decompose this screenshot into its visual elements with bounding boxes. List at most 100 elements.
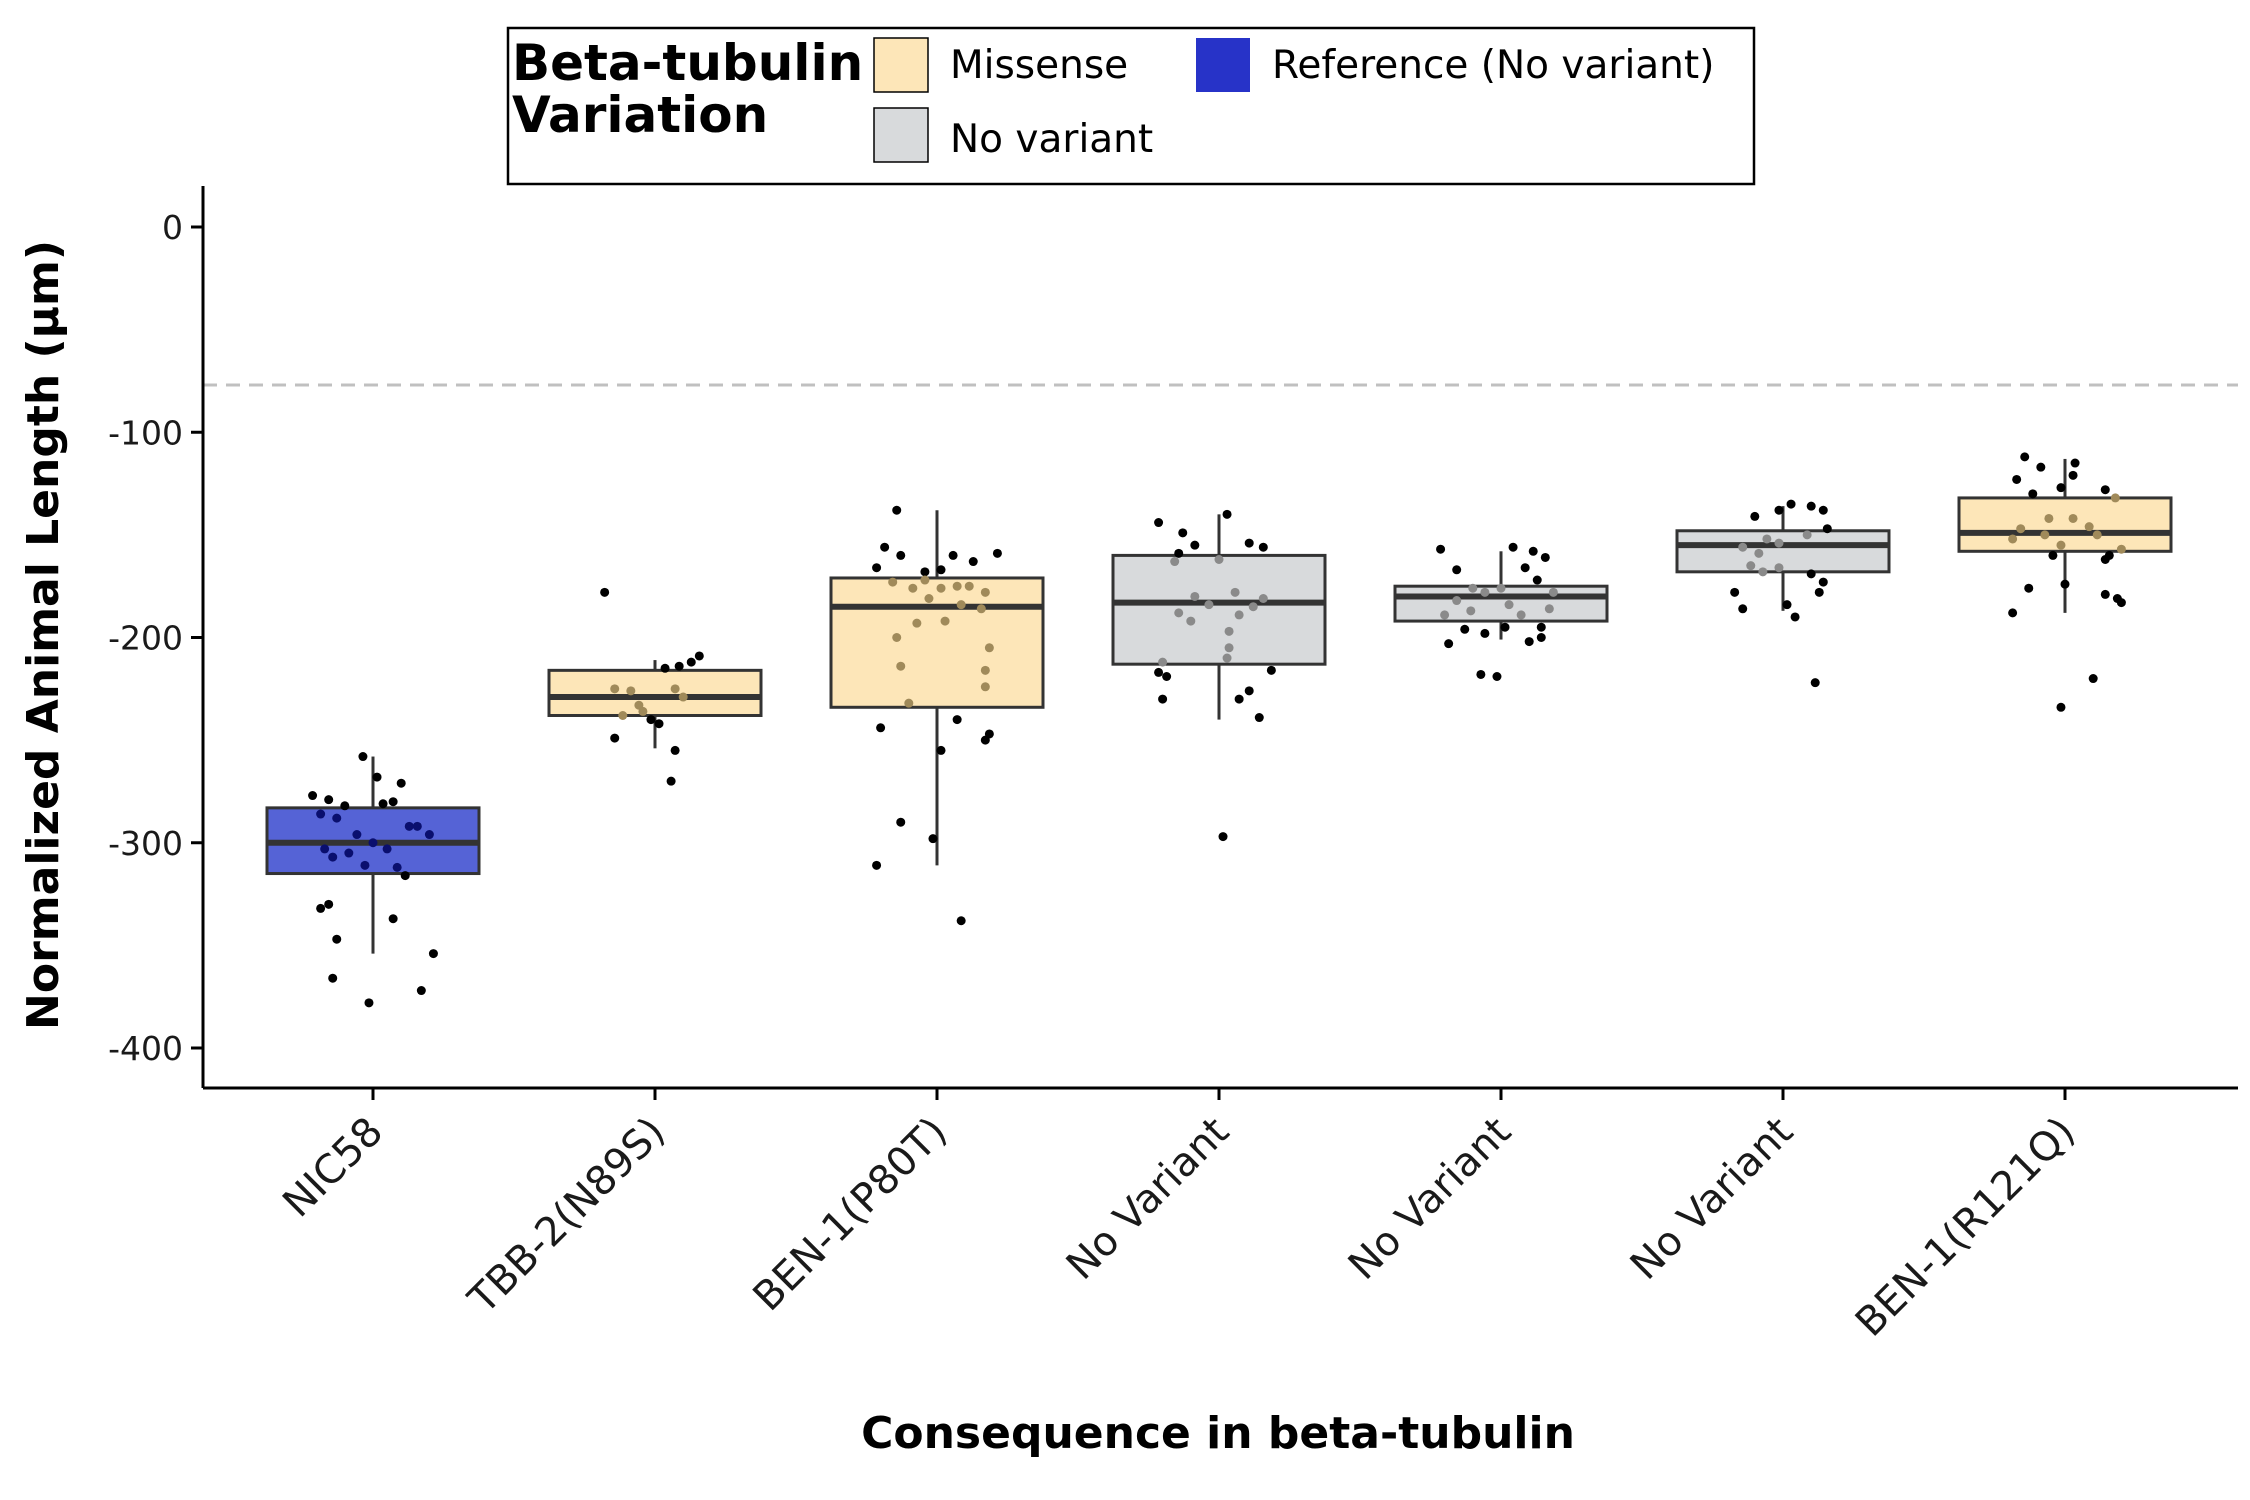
- data-point: [968, 557, 978, 567]
- data-point: [1536, 622, 1546, 632]
- data-point: [2088, 674, 2098, 684]
- data-point: [388, 914, 398, 924]
- data-point: [600, 587, 610, 597]
- data-point: [392, 862, 402, 872]
- data-point: [1544, 604, 1554, 614]
- data-point: [952, 581, 962, 591]
- data-point: [324, 795, 334, 805]
- legend-key-missense: [873, 37, 929, 93]
- data-point: [896, 661, 906, 671]
- data-point: [1244, 538, 1254, 548]
- data-point: [678, 692, 688, 702]
- data-point: [896, 550, 906, 560]
- y-tick-label: -400: [108, 1029, 183, 1068]
- data-point: [2100, 589, 2110, 599]
- data-point: [888, 577, 898, 587]
- data-point: [332, 813, 342, 823]
- data-point: [1214, 555, 1224, 565]
- data-point: [992, 548, 1002, 558]
- data-point: [892, 633, 902, 642]
- data-point: [1818, 577, 1828, 587]
- data-point: [1204, 600, 1214, 610]
- data-point: [1174, 608, 1184, 618]
- data-point: [1774, 538, 1784, 548]
- data-point: [1154, 518, 1164, 528]
- data-point: [1516, 610, 1526, 620]
- data-point: [1254, 713, 1264, 723]
- data-point: [1174, 548, 1184, 558]
- data-point: [876, 723, 886, 733]
- data-point: [1786, 499, 1796, 509]
- y-axis-title: Normalized Animal Length (µm): [18, 240, 69, 1030]
- data-point: [2008, 534, 2018, 544]
- data-point: [1738, 542, 1748, 552]
- data-point: [316, 809, 326, 819]
- data-point: [2116, 598, 2126, 608]
- data-point: [340, 801, 350, 811]
- data-point: [980, 735, 990, 745]
- data-point: [686, 657, 696, 667]
- data-point: [1524, 637, 1534, 647]
- data-point: [1738, 604, 1748, 614]
- data-point: [1822, 524, 1832, 534]
- data-point: [904, 698, 914, 708]
- data-point: [1158, 657, 1168, 667]
- data-point: [618, 710, 628, 720]
- data-point: [1814, 587, 1824, 597]
- data-point: [1436, 544, 1446, 554]
- data-point: [382, 844, 392, 854]
- data-point: [948, 550, 958, 560]
- data-point: [424, 830, 434, 840]
- data-point: [1244, 686, 1254, 696]
- data-point: [1492, 671, 1502, 681]
- data-point: [332, 934, 342, 944]
- data-point: [1540, 552, 1550, 562]
- data-point: [920, 567, 930, 577]
- data-point: [428, 949, 438, 959]
- data-point: [2100, 485, 2110, 495]
- data-point: [1532, 575, 1542, 585]
- data-point: [368, 838, 378, 848]
- data-point: [920, 575, 930, 585]
- data-point: [308, 791, 318, 801]
- data-point: [1158, 694, 1168, 704]
- box-iqr: [1675, 529, 1891, 574]
- x-tick-label: No Variant: [1622, 1109, 1802, 1289]
- data-point: [956, 600, 966, 610]
- data-point: [412, 821, 422, 831]
- box-2: [547, 660, 763, 749]
- x-axis-title: Consequence in beta-tubulin: [861, 1408, 1575, 1459]
- y-tick-label: -100: [108, 413, 183, 452]
- data-point: [1460, 624, 1470, 634]
- data-point: [2068, 470, 2078, 480]
- data-point: [1444, 639, 1454, 649]
- data-point: [1190, 540, 1200, 550]
- data-point: [2060, 579, 2070, 589]
- data-point: [2068, 513, 2078, 523]
- data-point: [1790, 612, 1800, 622]
- data-point: [1466, 606, 1476, 616]
- data-point: [666, 776, 676, 786]
- data-point: [1162, 671, 1172, 681]
- data-point: [610, 733, 620, 743]
- data-point: [1258, 594, 1268, 604]
- x-tick-label: BEN-1(R121Q): [1847, 1109, 2084, 1346]
- data-point: [908, 583, 918, 593]
- box-iqr: [829, 576, 1045, 709]
- x-tick-label: No Variant: [1058, 1109, 1238, 1289]
- data-point: [1730, 587, 1740, 597]
- legend-label-missense: Missense: [950, 43, 1128, 88]
- data-point: [670, 684, 680, 694]
- data-point: [1440, 610, 1450, 620]
- legend-key-no-variant: [873, 107, 929, 163]
- data-point: [1224, 643, 1234, 653]
- data-point: [372, 772, 382, 782]
- data-point: [896, 817, 906, 827]
- data-point: [956, 916, 966, 926]
- data-point: [1186, 616, 1196, 626]
- data-point: [352, 830, 362, 840]
- data-point: [872, 860, 882, 870]
- data-point: [1222, 653, 1232, 663]
- data-point: [1520, 563, 1530, 573]
- data-point: [610, 684, 620, 694]
